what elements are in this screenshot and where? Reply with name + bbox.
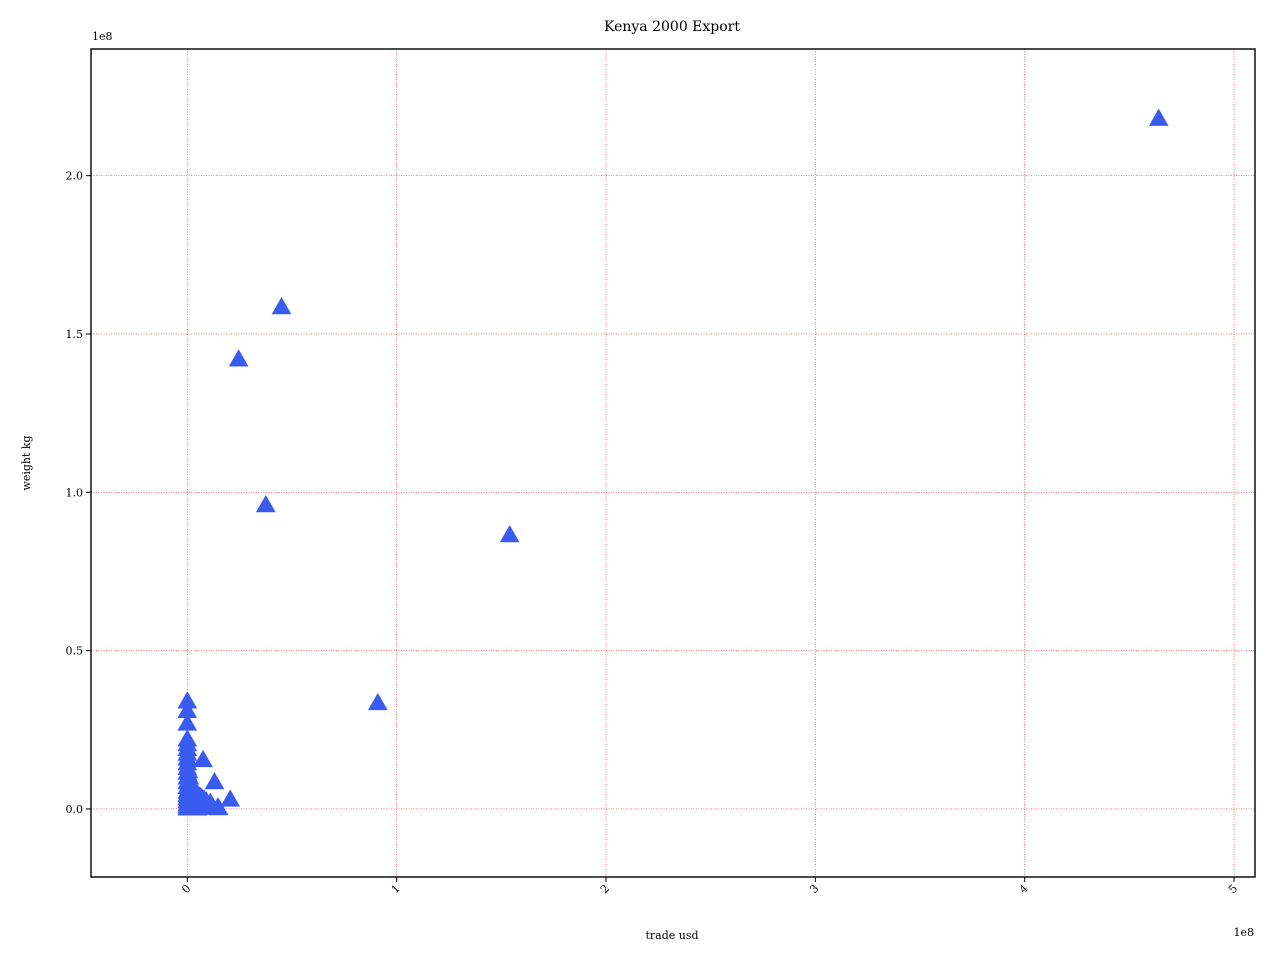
data-point (181, 775, 202, 793)
x-axis-label: trade usd (645, 929, 698, 942)
x-tick-label: 2 (598, 882, 612, 896)
y-tick-label: 1.0 (66, 486, 84, 499)
axis-ticks: 0 1 2 3 4 5 0.0 0.5 1.0 1.5 2.0 (66, 170, 1241, 896)
data-point (193, 749, 213, 768)
x-tick-label: 5 (1226, 882, 1240, 896)
plot-frame (90, 48, 1256, 878)
x-tick-label: 0 (179, 882, 193, 896)
x-tick-label: 4 (1017, 882, 1031, 896)
chart-title: Kenya 2000 Export (604, 19, 740, 35)
y-tick-label: 0.0 (66, 803, 84, 816)
x-tick-label: 1 (389, 882, 403, 896)
data-point (204, 772, 225, 790)
data-point (271, 297, 292, 315)
x-tick-label: 3 (807, 882, 821, 896)
data-points (177, 108, 1169, 816)
data-point (220, 789, 241, 807)
grid (91, 49, 1255, 877)
data-point (228, 349, 249, 367)
data-point (499, 525, 520, 543)
data-point (1148, 108, 1169, 126)
y-tick-label: 1.5 (66, 328, 84, 341)
data-point (367, 692, 388, 711)
x-offset-label: 1e8 (1233, 926, 1254, 939)
y-axis-label: weight kg (20, 435, 33, 490)
y-tick-label: 0.5 (66, 645, 84, 658)
y-offset-label: 1e8 (92, 30, 113, 43)
y-tick-label: 2.0 (66, 170, 84, 183)
data-point (255, 494, 276, 513)
